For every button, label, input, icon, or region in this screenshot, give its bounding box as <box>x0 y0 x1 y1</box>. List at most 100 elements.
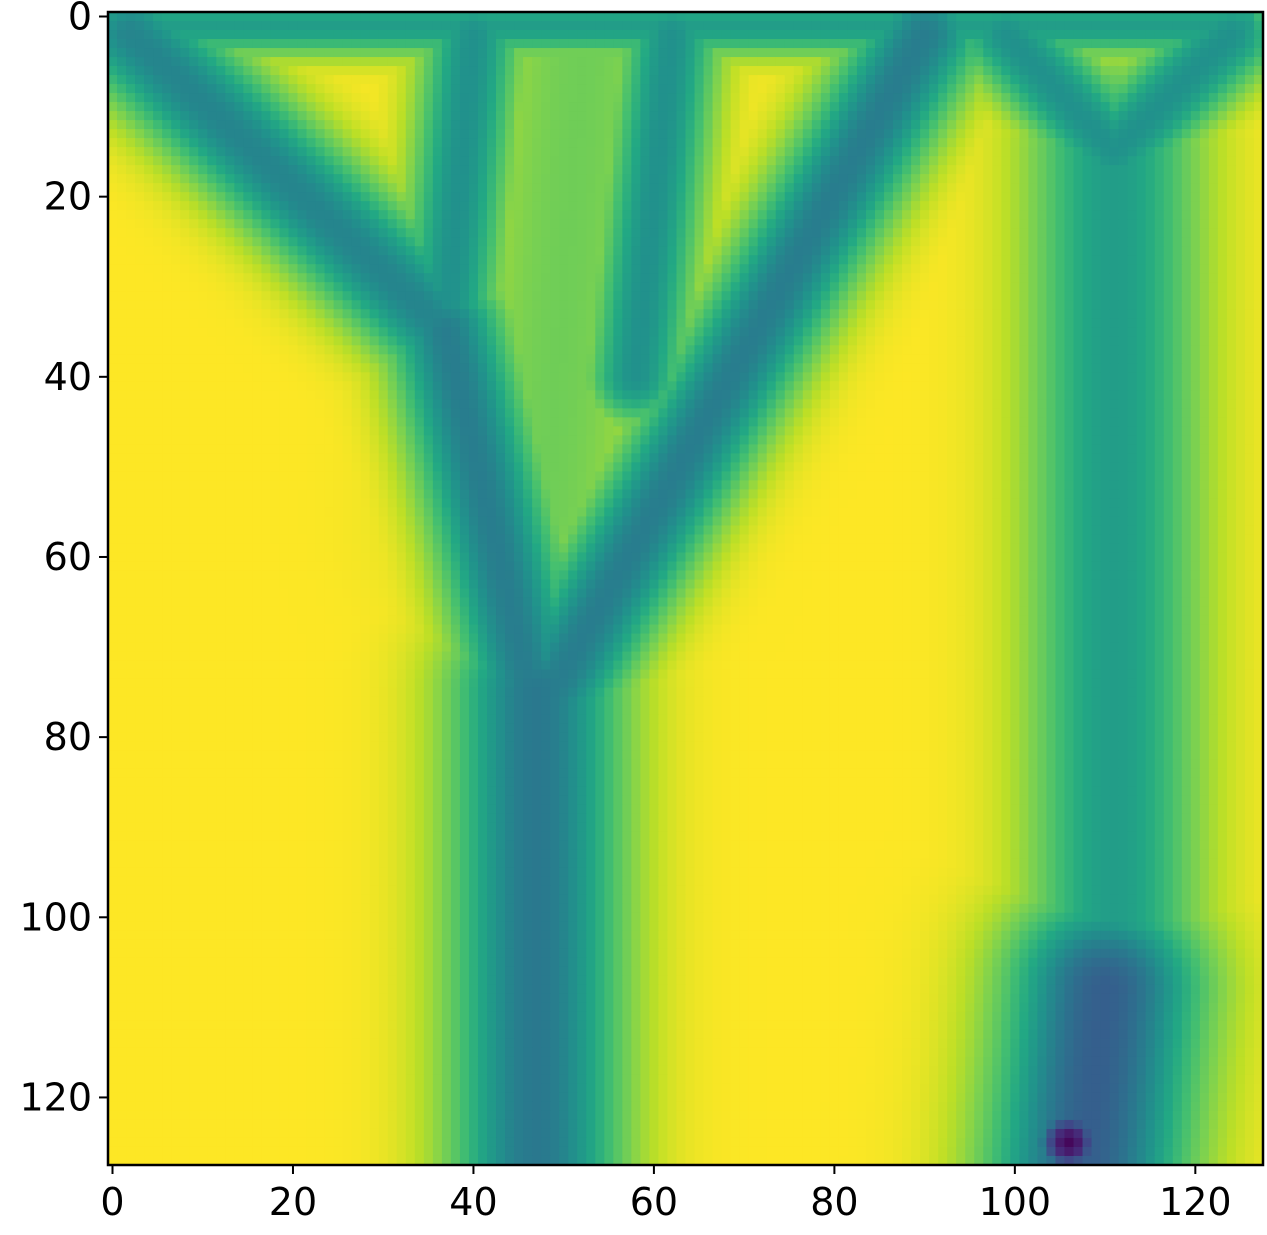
heatmap-cell <box>974 210 984 220</box>
heatmap-cell <box>685 93 696 103</box>
heatmap-cell <box>577 291 587 301</box>
heatmap-cell <box>874 138 885 148</box>
heatmap-cell <box>423 30 434 40</box>
heatmap-cell <box>893 192 903 202</box>
heatmap-cell <box>685 354 696 364</box>
heatmap-cell <box>153 102 163 112</box>
heatmap-cell <box>207 39 217 49</box>
heatmap-cell <box>541 345 551 355</box>
heatmap-cell <box>505 111 515 121</box>
heatmap-cell <box>1136 165 1147 175</box>
heatmap-cell <box>1217 291 1228 301</box>
heatmap-cell <box>297 48 308 58</box>
heatmap-cell <box>523 309 533 319</box>
heatmap-cell <box>541 12 551 22</box>
heatmap-cell <box>992 300 1002 310</box>
heatmap-cell <box>703 291 714 301</box>
heatmap-cell <box>721 75 732 85</box>
heatmap-cell <box>685 102 696 112</box>
heatmap-cell <box>748 75 759 85</box>
heatmap-cell <box>757 174 768 184</box>
heatmap-cell <box>225 291 235 301</box>
heatmap-cell <box>396 138 407 148</box>
heatmap-cell <box>884 174 894 184</box>
heatmap-cell <box>450 345 461 355</box>
heatmap-cell <box>829 138 840 148</box>
heatmap-cell <box>532 246 542 256</box>
heatmap-cell <box>1127 318 1138 328</box>
heatmap-cell <box>631 48 641 58</box>
heatmap-cell <box>468 57 479 67</box>
heatmap-cell <box>884 210 894 220</box>
heatmap-cell <box>712 336 723 346</box>
heatmap-cell <box>423 93 434 103</box>
heatmap-cell <box>856 30 867 40</box>
heatmap-cell <box>965 291 975 301</box>
heatmap-cell <box>820 156 831 166</box>
heatmap-cell <box>775 336 786 346</box>
heatmap-cell <box>811 30 822 40</box>
heatmap-cell <box>766 318 777 328</box>
heatmap-cell <box>739 66 750 76</box>
heatmap-cell <box>730 93 741 103</box>
heatmap-cell <box>902 39 912 49</box>
heatmap-cell <box>252 156 262 166</box>
heatmap-cell <box>1001 255 1011 265</box>
heatmap-cell <box>243 318 253 328</box>
heatmap-cell <box>1163 219 1174 229</box>
heatmap-cell <box>1100 120 1111 130</box>
heatmap-cell <box>811 309 822 319</box>
heatmap-cell <box>1253 48 1263 58</box>
heatmap-cell <box>297 183 308 193</box>
heatmap-cell <box>216 228 226 238</box>
heatmap-cell <box>604 129 614 139</box>
heatmap-cell <box>1154 183 1165 193</box>
heatmap-cell <box>1100 291 1111 301</box>
heatmap-cell <box>523 354 533 364</box>
heatmap-cell <box>1082 66 1093 76</box>
heatmap-cell <box>730 228 741 238</box>
heatmap-cell <box>956 57 966 67</box>
heatmap-cell <box>514 48 524 58</box>
heatmap-cell <box>586 201 596 211</box>
heatmap-cell <box>198 237 208 247</box>
heatmap-cell <box>622 354 632 364</box>
heatmap-cell <box>640 174 650 184</box>
heatmap-cell <box>1136 264 1147 274</box>
heatmap-cell <box>261 93 272 103</box>
heatmap-cell <box>1163 66 1174 76</box>
heatmap-cell <box>243 39 253 49</box>
heatmap-cell <box>126 363 136 373</box>
heatmap-cell <box>108 201 118 211</box>
heatmap-cell <box>117 246 127 256</box>
heatmap-cell <box>405 246 416 256</box>
heatmap-cell <box>748 84 759 94</box>
heatmap-cell <box>640 165 650 175</box>
heatmap-cell <box>387 30 398 40</box>
heatmap-cell <box>459 210 470 220</box>
heatmap-cell <box>477 228 488 238</box>
heatmap-cell <box>640 129 650 139</box>
heatmap-cell <box>685 183 696 193</box>
heatmap-cell <box>207 174 217 184</box>
heatmap-cell <box>847 309 858 319</box>
heatmap-cell <box>793 165 804 175</box>
heatmap-cell <box>938 201 948 211</box>
heatmap-cell <box>1082 165 1093 175</box>
heatmap-cell <box>306 30 317 40</box>
heatmap-cell <box>838 21 849 31</box>
heatmap-cell <box>829 318 840 328</box>
heatmap-cell <box>126 192 136 202</box>
heatmap-cell <box>414 201 425 211</box>
heatmap-cell <box>947 138 957 148</box>
heatmap-cell <box>423 12 434 22</box>
heatmap-cell <box>703 336 714 346</box>
heatmap-cell <box>144 282 154 292</box>
heatmap-cell <box>766 273 777 283</box>
heatmap-cell <box>117 264 127 274</box>
heatmap-cell <box>595 66 605 76</box>
heatmap-cell <box>595 156 605 166</box>
heatmap-cell <box>288 30 299 40</box>
heatmap-cell <box>559 12 569 22</box>
heatmap-cell <box>496 147 506 157</box>
